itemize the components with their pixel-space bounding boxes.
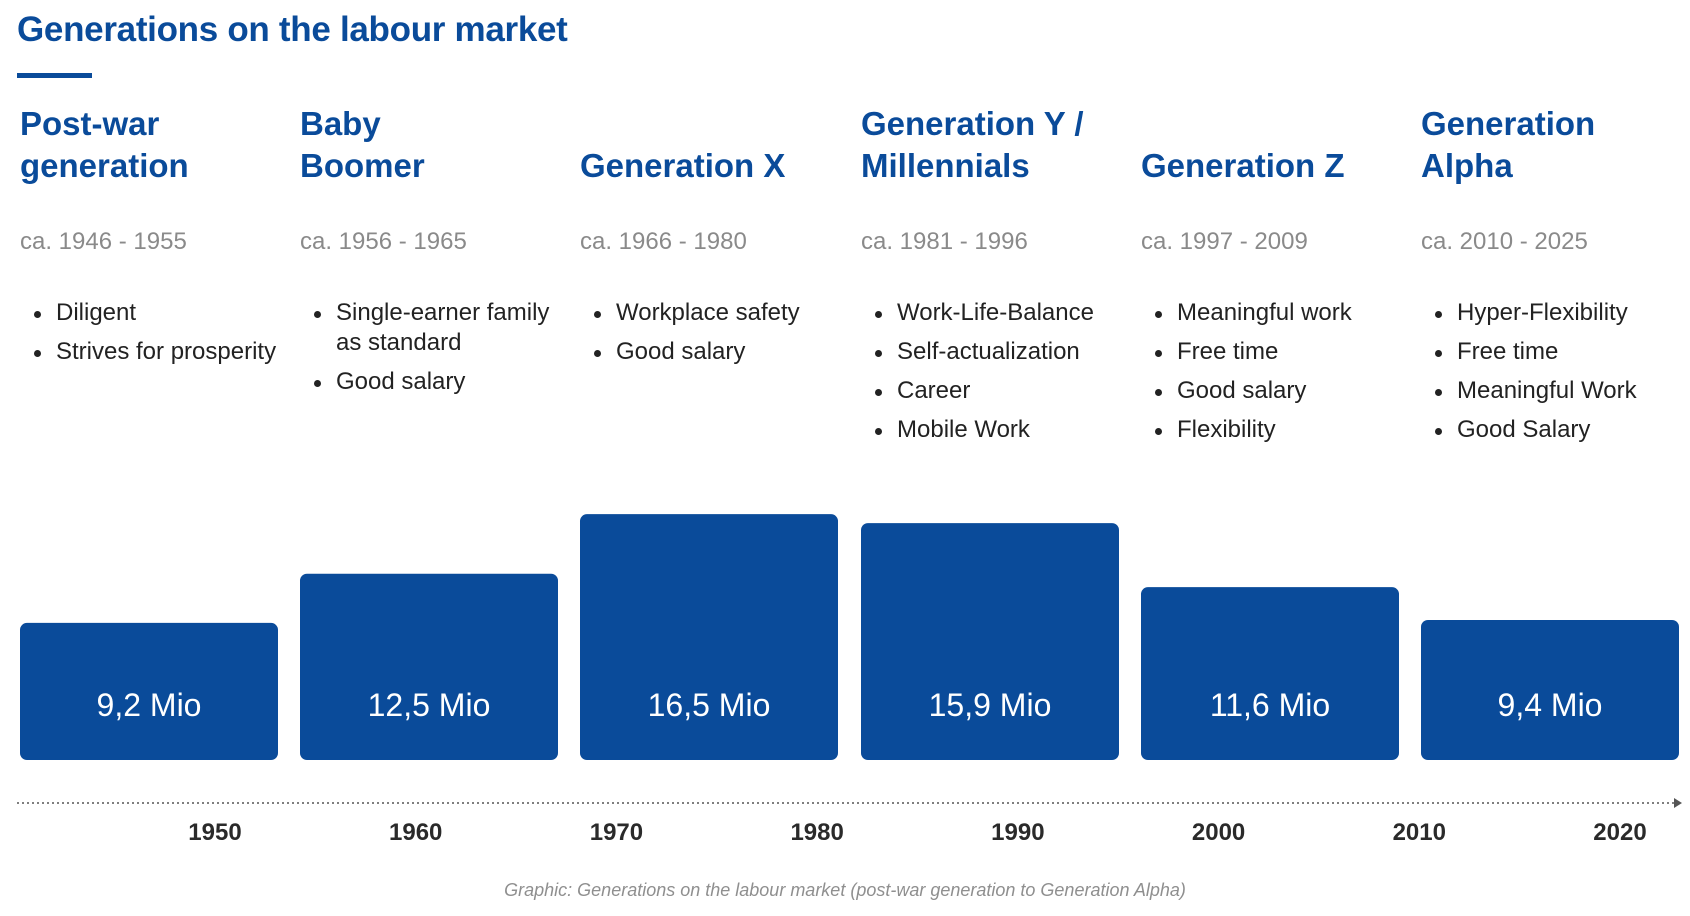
generation-name-line: Alpha bbox=[1421, 147, 1513, 184]
trait-item: Good salary bbox=[1141, 376, 1399, 406]
trait-item: Hyper-Flexibility bbox=[1421, 298, 1679, 328]
timeline-tick-label: 1980 bbox=[790, 819, 843, 846]
trait-item: Good salary bbox=[580, 337, 838, 367]
timeline-tick-label: 1970 bbox=[590, 819, 643, 846]
generation-years: ca. 2010 - 2025 bbox=[1421, 228, 1588, 255]
trait-item: Meaningful work bbox=[1141, 298, 1399, 328]
timeline-tick-label: 1990 bbox=[991, 819, 1044, 846]
bar bbox=[1421, 619, 1679, 760]
trait-list: Meaningful work Free time Good salary Flexi… bbox=[1141, 298, 1399, 454]
trait-item: Strives for prosperity bbox=[20, 337, 278, 367]
generation-column: Generation Z ca. 1997 - 2009 Meaningful wo… bbox=[1141, 130, 1399, 470]
trait-list: Workplace safety Good salary bbox=[580, 298, 838, 376]
trait-item: Good salary bbox=[300, 367, 558, 397]
figure-caption: Graphic: Generations on the labour marke… bbox=[504, 880, 1186, 900]
page-title: Generations on the labour market bbox=[17, 10, 568, 49]
generation-name-line: Post-war bbox=[20, 105, 160, 142]
bar-value-label: 15,9 Mio bbox=[929, 687, 1052, 723]
generation-name: Post-war generation bbox=[20, 103, 278, 187]
bar bbox=[1141, 587, 1399, 760]
timeline-arrow-icon bbox=[1674, 798, 1682, 808]
trait-list: Work-Life-Balance Self-actualization Caree… bbox=[861, 298, 1119, 454]
generation-name-line: Generation Y / bbox=[861, 105, 1084, 142]
generation-column: Generation Alpha ca. 2010 - 2025 Hyper-Flex… bbox=[1421, 105, 1679, 470]
generation-name-line: Generation X bbox=[580, 147, 786, 184]
trait-item: Workplace safety bbox=[580, 298, 838, 328]
generation-name-line: Generation bbox=[1421, 105, 1596, 142]
bar bbox=[300, 573, 558, 760]
trait-list: Hyper-Flexibility Free time Meaningful Wor… bbox=[1421, 298, 1679, 454]
generation-name-line: Millennials bbox=[861, 147, 1030, 184]
generation-name-line: generation bbox=[20, 147, 189, 184]
trait-item: Career bbox=[861, 376, 1119, 406]
trait-item: Diligent bbox=[20, 298, 278, 328]
trait-item: Meaningful Work bbox=[1421, 376, 1679, 406]
generation-name-line: Boomer bbox=[300, 147, 425, 184]
generation-column: Generation Y / Millennials ca. 1981 - 1996… bbox=[861, 105, 1119, 470]
trait-item: Mobile Work bbox=[861, 415, 1119, 445]
generation-column: Post-war generation ca. 1946 - 1955 Diligen… bbox=[20, 105, 278, 470]
bar-value-label: 16,5 Mio bbox=[648, 687, 771, 723]
timeline-tick-label: 1950 bbox=[188, 819, 241, 846]
trait-item: Flexibility bbox=[1141, 415, 1399, 445]
generation-years: ca. 1966 - 1980 bbox=[580, 228, 747, 255]
generation-name: Generation Z bbox=[1141, 145, 1399, 187]
title-underline bbox=[17, 73, 92, 78]
trait-item: Free time bbox=[1141, 337, 1399, 367]
generation-years: ca. 1981 - 1996 bbox=[861, 228, 1028, 255]
generation-name-line: Generation Z bbox=[1141, 147, 1345, 184]
trait-item: Work-Life-Balance bbox=[861, 298, 1119, 328]
generation-years: ca. 1946 - 1955 bbox=[20, 228, 187, 255]
generation-column: Generation X ca. 1966 - 1980 Workplace saf… bbox=[580, 130, 838, 470]
generation-name: Baby Boomer bbox=[300, 103, 558, 187]
trait-list: Single-earner family as standard Good sal… bbox=[300, 298, 558, 406]
generation-years: ca. 1997 - 2009 bbox=[1141, 228, 1308, 255]
bar-value-label: 9,2 Mio bbox=[97, 687, 202, 723]
bar bbox=[580, 514, 838, 760]
bar-value-label: 11,6 Mio bbox=[1210, 687, 1330, 723]
timeline-tick-label: 2000 bbox=[1192, 819, 1245, 846]
trait-list: Diligent Strives for prosperity bbox=[20, 298, 278, 376]
trait-item: Single-earner family as standard bbox=[300, 298, 558, 358]
generation-name: Generation X bbox=[580, 145, 838, 187]
generation-name: Generation Alpha bbox=[1421, 103, 1679, 187]
generation-years: ca. 1956 - 1965 bbox=[300, 228, 467, 255]
timeline-tick-label: 2020 bbox=[1593, 819, 1646, 846]
trait-item: Good Salary bbox=[1421, 415, 1679, 445]
bar bbox=[20, 622, 278, 760]
trait-item: Self-actualization bbox=[861, 337, 1119, 367]
timeline-tick-label: 1960 bbox=[389, 819, 442, 846]
trait-item: Free time bbox=[1421, 337, 1679, 367]
bar bbox=[861, 523, 1119, 760]
generation-name-line: Baby bbox=[300, 105, 381, 142]
generation-name: Generation Y / Millennials bbox=[861, 103, 1119, 187]
timeline-tick-label: 2010 bbox=[1393, 819, 1446, 846]
generation-column: Baby Boomer ca. 1956 - 1965 Single-earner f… bbox=[300, 105, 558, 470]
bar-value-label: 9,4 Mio bbox=[1498, 687, 1603, 723]
bar-value-label: 12,5 Mio bbox=[368, 687, 491, 723]
